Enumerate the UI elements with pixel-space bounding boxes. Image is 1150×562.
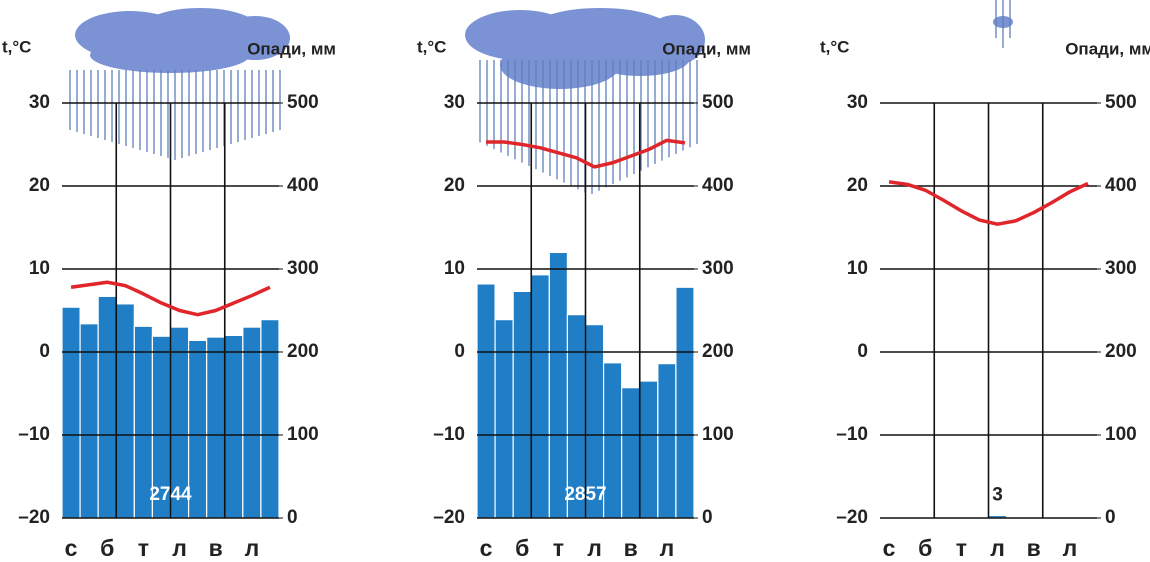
y-tick-label: –10 (836, 424, 868, 445)
y-tick-label: –10 (433, 424, 465, 445)
precipitation-bar (206, 336, 226, 519)
y-axis-title: t,°C (2, 37, 31, 56)
y2-tick-label: 100 (1105, 424, 1137, 445)
y2-axis-title: Опади, мм (247, 39, 336, 58)
y-tick-label: 0 (857, 341, 868, 362)
precipitation-bar (621, 387, 641, 519)
y-tick-label: –20 (18, 507, 50, 528)
x-tick-label: т (956, 535, 967, 561)
x-tick-label: л (1063, 535, 1078, 561)
precipitation-bar (79, 323, 99, 519)
x-tick-label: с (480, 535, 493, 561)
annual-total: 2744 (149, 484, 192, 505)
y2-tick-label: 0 (287, 507, 298, 528)
precipitation-bar (61, 306, 81, 519)
annual-total: 2857 (564, 484, 606, 505)
clouds (75, 8, 1013, 89)
y2-tick-label: 100 (702, 424, 734, 445)
x-tick-label: л (172, 535, 187, 561)
x-tick-label: б (515, 535, 529, 561)
x-tick-label: с (65, 535, 78, 561)
y-tick-label: 0 (454, 341, 465, 362)
y2-tick-label: 400 (1105, 175, 1137, 196)
precipitation-bar (242, 326, 262, 519)
y2-tick-label: 400 (702, 175, 734, 196)
x-tick-label: б (918, 535, 932, 561)
precipitation-bar (657, 363, 677, 519)
precipitation-bar (512, 290, 532, 519)
x-tick-label: в (624, 535, 638, 561)
y2-tick-label: 0 (702, 507, 713, 528)
y2-tick-label: 300 (287, 258, 319, 279)
temperature-line (888, 180, 1089, 226)
y2-tick-label: 200 (1105, 341, 1137, 362)
y2-tick-label: 400 (287, 175, 319, 196)
x-tick-label: т (553, 535, 564, 561)
y-tick-label: 10 (29, 258, 50, 279)
y2-tick-label: 500 (287, 92, 319, 113)
precipitation-bar (530, 274, 550, 519)
x-tick-label: в (1027, 535, 1041, 561)
y-tick-label: 10 (444, 258, 465, 279)
x-tick-label: в (209, 535, 223, 561)
precipitation-bar (675, 286, 695, 519)
y2-tick-label: 500 (702, 92, 734, 113)
y-axis-title: t,°C (820, 37, 849, 56)
y-tick-label: 30 (444, 92, 465, 113)
precipitation-bar (639, 380, 659, 519)
y2-tick-label: 500 (1105, 92, 1137, 113)
x-tick-label: л (587, 535, 602, 561)
x-tick-label: л (660, 535, 675, 561)
y2-axis-title: Опади, мм (662, 39, 751, 58)
precipitation-bar (548, 251, 569, 519)
y2-tick-label: 300 (1105, 258, 1137, 279)
x-tick-label: л (245, 535, 260, 561)
y-tick-label: 30 (847, 92, 868, 113)
y2-tick-label: 100 (287, 424, 319, 445)
precipitation-bar (115, 303, 135, 519)
y-axis-title: t,°C (417, 37, 446, 56)
x-tick-label: б (100, 535, 114, 561)
y-tick-label: 10 (847, 258, 868, 279)
y2-tick-label: 0 (1105, 507, 1116, 528)
precipitation-bar (97, 295, 117, 519)
precipitation-bar (260, 319, 280, 519)
y-tick-label: 30 (29, 92, 50, 113)
x-tick-label: л (990, 535, 1005, 561)
y-tick-label: 20 (444, 175, 465, 196)
y2-tick-label: 200 (287, 341, 319, 362)
y2-tick-label: 200 (702, 341, 734, 362)
y2-tick-label: 300 (702, 258, 734, 279)
temperature-line (486, 138, 686, 169)
y-tick-label: –20 (433, 507, 465, 528)
y-tick-label: 0 (39, 341, 50, 362)
y2-axis-title: Опади, мм (1065, 39, 1150, 58)
x-tick-label: т (138, 535, 149, 561)
temperature-line (70, 280, 271, 317)
y-tick-label: 20 (847, 175, 868, 196)
x-tick-label: с (883, 535, 896, 561)
precipitation-bar (224, 334, 244, 519)
precipitation-bar (476, 283, 496, 519)
y-tick-label: –20 (836, 507, 868, 528)
y-tick-label: –10 (18, 424, 50, 445)
value-label: 3 (992, 485, 1003, 506)
y-tick-label: 20 (29, 175, 50, 196)
precipitation-bar (494, 319, 514, 519)
